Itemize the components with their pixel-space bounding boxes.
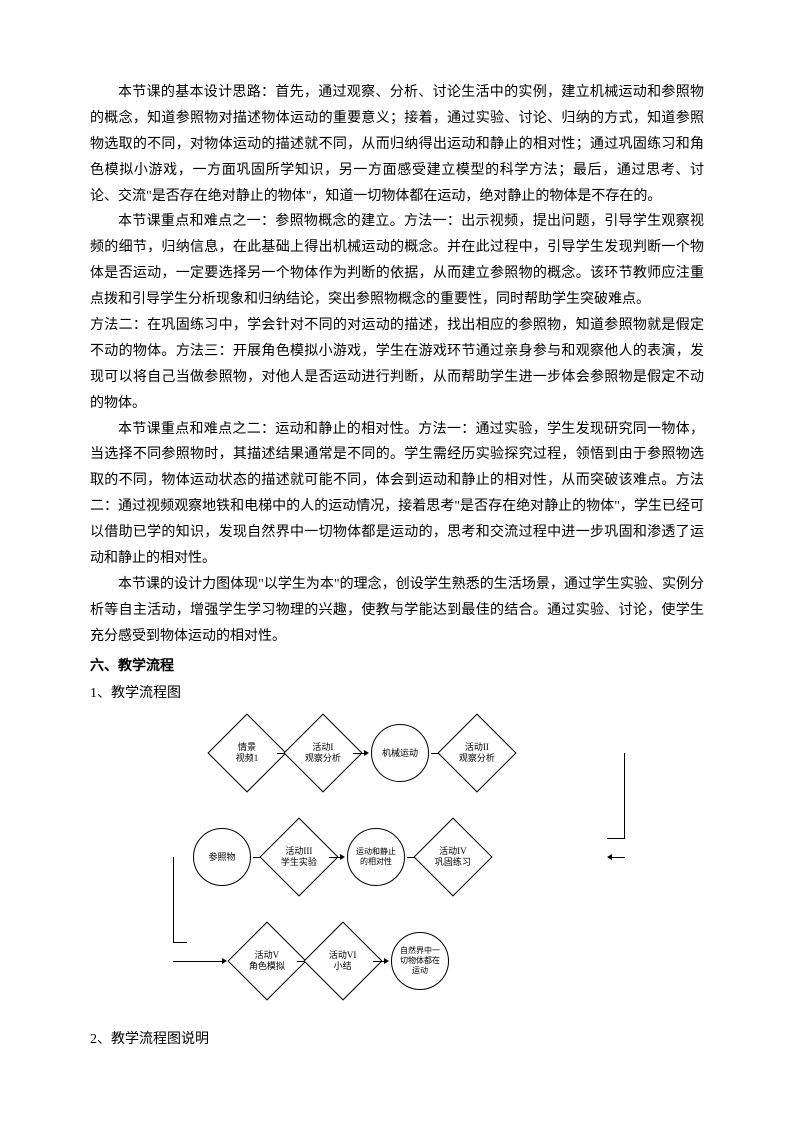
node-label: 情景 视频1 bbox=[236, 742, 259, 765]
node-activity-3: 活动III 学生实验 bbox=[259, 818, 338, 897]
paragraph-2: 本节课重点和难点之一：参照物概念的建立。方法一：出示视频，提出问题，引导学生观察… bbox=[90, 209, 704, 313]
connector-line bbox=[607, 753, 625, 839]
node-activity-4: 活动IV 巩固练习 bbox=[413, 818, 492, 897]
flow-row-2: 参照物 活动III 学生实验 运动和静止 的相对性 活动IV 巩固练习 bbox=[187, 821, 607, 893]
arrow-right-icon bbox=[173, 961, 227, 962]
paragraph-4: 本节课重点和难点之二：运动和静止的相对性。方法一：通过实验，学生发现研究同一物体… bbox=[90, 417, 704, 572]
node-all-objects-move: 自然界中一 切物体都在 运动 bbox=[391, 932, 449, 990]
node-activity-1: 活动I 观察分析 bbox=[283, 714, 362, 793]
node-scene-video1: 情景 视频1 bbox=[207, 714, 286, 793]
node-label: 活动IV 巩固练习 bbox=[435, 846, 471, 868]
flow-row-3: 活动V 角色模拟 活动VI 小结 自然界中一 切物体都在 运动 bbox=[187, 925, 607, 997]
node-label: 活动V 角色模拟 bbox=[249, 950, 285, 972]
node-activity-5: 活动V 角色模拟 bbox=[227, 922, 306, 1001]
paragraph-1: 本节课的基本设计思路：首先，通过观察、分析、讨论生活中的实例，建立机械运动和参照… bbox=[90, 80, 704, 209]
node-activity-6: 活动VI 小结 bbox=[303, 922, 382, 1001]
sub-heading-2: 2、教学流程图说明 bbox=[90, 1027, 704, 1053]
sub-heading-1: 1、教学流程图 bbox=[90, 681, 704, 707]
section-6-heading: 六、教学流程 bbox=[90, 654, 704, 680]
flow-row-1: 情景 视频1 活动I 观察分析 机械运动 活动II 观察分析 bbox=[187, 717, 607, 789]
node-label: 活动II 观察分析 bbox=[459, 742, 495, 764]
node-label: 活动III 学生实验 bbox=[281, 846, 317, 868]
node-reference-object: 参照物 bbox=[193, 828, 251, 886]
node-mechanical-motion: 机械运动 bbox=[371, 724, 429, 782]
arrow-right-icon bbox=[329, 857, 345, 858]
node-label: 活动I 观察分析 bbox=[305, 742, 341, 764]
node-relativity: 运动和静止 的相对性 bbox=[347, 828, 405, 886]
arrow-left-icon bbox=[607, 857, 625, 858]
arrow-right-icon bbox=[353, 753, 369, 754]
paragraph-5: 本节课的设计力图体现"以学生为本"的理念，创设学生熟悉的生活场景，通过学生实验、… bbox=[90, 572, 704, 650]
node-label: 活动VI 小结 bbox=[329, 950, 357, 973]
paragraph-3: 方法二：在巩固练习中，学会针对不同的对运动的描述，找出相应的参照物，知道参照物就… bbox=[90, 313, 704, 417]
connector-line bbox=[173, 857, 187, 943]
node-activity-2: 活动II 观察分析 bbox=[437, 714, 516, 793]
arrow-right-icon bbox=[373, 961, 389, 962]
teaching-flowchart: 情景 视频1 活动I 观察分析 机械运动 活动II 观察分析 参照物 活动III… bbox=[187, 717, 607, 997]
